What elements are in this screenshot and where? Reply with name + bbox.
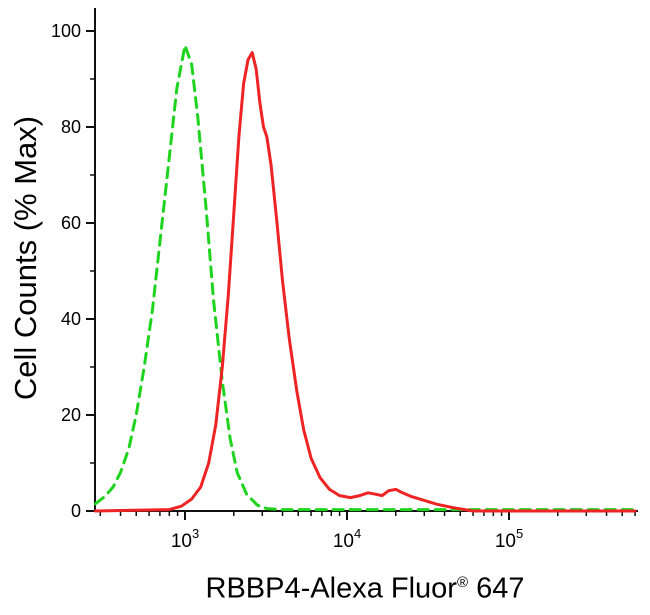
x-axis-title-main: RBBP4-Alexa Fluor bbox=[205, 572, 457, 605]
x-axis-title-suffix: 647 bbox=[468, 572, 525, 605]
registered-trademark-symbol: ® bbox=[456, 573, 469, 591]
series-rbbp4-red-solid bbox=[93, 51, 637, 513]
y-tick-label: 100 bbox=[51, 21, 81, 41]
y-tick-label: 20 bbox=[61, 405, 81, 425]
x-tick-label: 105 bbox=[495, 526, 523, 552]
y-tick-label: 0 bbox=[71, 501, 81, 521]
x-tick-label: 103 bbox=[171, 526, 199, 552]
x-axis-title: RBBP4-Alexa Fluor® 647 bbox=[206, 573, 525, 606]
y-tick-label: 40 bbox=[61, 309, 81, 329]
y-axis-title: Cell Counts (% Max) bbox=[8, 115, 43, 401]
y-tick-label: 60 bbox=[61, 213, 81, 233]
x-tick-label: 104 bbox=[333, 526, 361, 552]
series-control-green-dashed bbox=[93, 43, 637, 512]
y-tick-label: 80 bbox=[61, 117, 81, 137]
